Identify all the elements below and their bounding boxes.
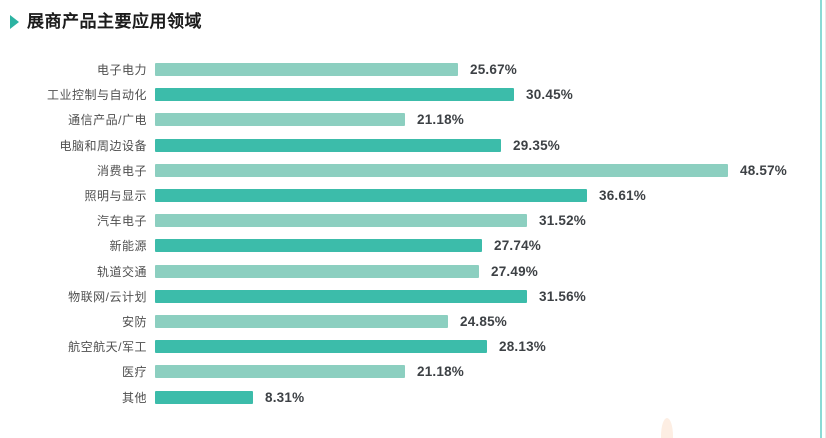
chart-row: 照明与显示 36.61% <box>0 183 826 208</box>
category-label: 轨道交通 <box>96 264 147 279</box>
bar <box>155 365 405 379</box>
category-label: 工业控制与自动化 <box>46 88 147 103</box>
category-label: 通信产品/广电 <box>68 113 147 128</box>
right-border-line <box>820 0 822 438</box>
value-label: 25.67% <box>470 62 517 78</box>
category-label: 新能源 <box>109 239 147 254</box>
category-label: 安防 <box>121 314 147 329</box>
chart-row: 新能源 27.74% <box>0 233 826 258</box>
value-label: 48.57% <box>740 162 787 178</box>
horizontal-bar-chart: 电子电力 25.67% 工业控制与自动化 30.45% 通信产品/广电 21.18% 电脑和… <box>0 57 826 410</box>
bar <box>155 289 527 303</box>
category-label: 航空航天/军工 <box>68 340 147 355</box>
chart-row: 轨道交通 27.49% <box>0 259 826 284</box>
value-label: 29.35% <box>513 137 560 153</box>
bar <box>155 314 448 328</box>
value-label: 21.18% <box>417 364 464 380</box>
chart-row: 电脑和周边设备 29.35% <box>0 133 826 158</box>
bar <box>155 390 253 404</box>
value-label: 27.74% <box>494 238 541 254</box>
section-marker-icon <box>10 15 19 29</box>
chart-row: 医疗 21.18% <box>0 359 826 384</box>
decorative-corner-shape <box>661 418 673 438</box>
chart-row: 安防 24.85% <box>0 309 826 334</box>
category-label: 物联网/云计划 <box>68 289 147 304</box>
chart-row: 通信产品/广电 21.18% <box>0 107 826 132</box>
category-label: 汽车电子 <box>96 214 147 229</box>
value-label: 30.45% <box>526 87 573 103</box>
category-label: 电子电力 <box>96 63 147 78</box>
chart-row: 汽车电子 31.52% <box>0 208 826 233</box>
chart-row: 消费电子 48.57% <box>0 158 826 183</box>
category-label: 其他 <box>121 390 147 405</box>
bar <box>155 214 527 228</box>
value-label: 24.85% <box>460 313 507 329</box>
chart-row: 物联网/云计划 31.56% <box>0 284 826 309</box>
category-label: 医疗 <box>121 365 147 380</box>
category-label: 电脑和周边设备 <box>59 138 147 153</box>
bar <box>155 163 728 177</box>
bar <box>155 264 479 278</box>
chart-row: 电子电力 25.67% <box>0 57 826 82</box>
value-label: 28.13% <box>499 339 546 355</box>
category-label: 照明与显示 <box>84 189 147 204</box>
value-label: 27.49% <box>491 263 538 279</box>
bar <box>155 138 501 152</box>
bar <box>155 189 587 203</box>
chart-title: 展商产品主要应用领域 <box>27 12 202 31</box>
chart-row: 工业控制与自动化 30.45% <box>0 82 826 107</box>
bar <box>155 63 458 77</box>
chart-row: 其他 8.31% <box>0 384 826 409</box>
category-label: 消费电子 <box>96 163 147 178</box>
bar <box>155 113 405 127</box>
value-label: 31.56% <box>539 288 586 304</box>
value-label: 36.61% <box>599 188 646 204</box>
bar <box>155 88 514 102</box>
chart-row: 航空航天/军工 28.13% <box>0 334 826 359</box>
bar <box>155 239 482 253</box>
bar <box>155 340 487 354</box>
section-header: 展商产品主要应用领域 <box>10 12 202 32</box>
value-label: 31.52% <box>539 213 586 229</box>
value-label: 8.31% <box>265 389 305 405</box>
value-label: 21.18% <box>417 112 464 128</box>
